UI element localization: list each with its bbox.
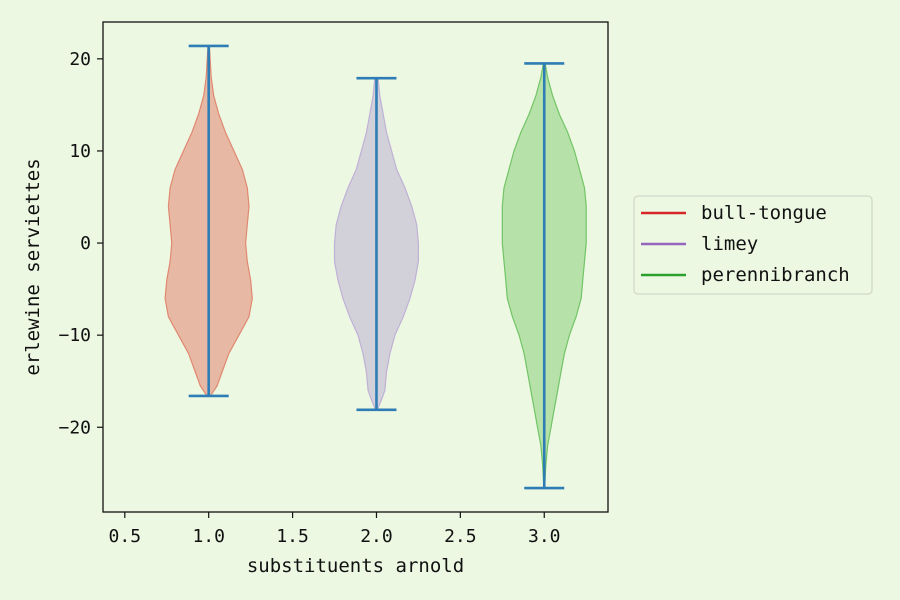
x-tick-label: 3.0 <box>528 526 561 547</box>
legend-box <box>633 195 873 295</box>
y-tick-label: 0 <box>80 233 91 254</box>
x-tick-label: 2.0 <box>360 526 393 547</box>
y-tick-label: −10 <box>58 325 91 346</box>
legend-label-limey: limey <box>701 233 758 255</box>
plot-area-frame <box>102 21 609 513</box>
x-tick-label: 1.5 <box>276 526 309 547</box>
x-axis-label: substituents arnold <box>247 555 464 577</box>
legend: bull-tongue limey perennibranch <box>633 195 873 295</box>
y-tick-label: −20 <box>58 417 91 438</box>
legend-label-perennibranch: perennibranch <box>701 264 850 286</box>
x-axis-ticks: 0.5 1.0 1.5 2.0 2.5 3.0 <box>109 512 561 547</box>
x-tick-label: 1.0 <box>192 526 225 547</box>
x-tick-label: 0.5 <box>109 526 142 547</box>
whisker-layer <box>188 44 565 490</box>
y-axis-ticks: −20 −10 0 10 20 <box>58 49 103 438</box>
x-tick-label: 2.5 <box>444 526 477 547</box>
y-axis-label: erlewine serviettes <box>22 158 44 375</box>
y-tick-label: 20 <box>69 49 91 70</box>
legend-label-bull-tongue: bull-tongue <box>701 202 827 224</box>
y-tick-label: 10 <box>69 141 91 162</box>
